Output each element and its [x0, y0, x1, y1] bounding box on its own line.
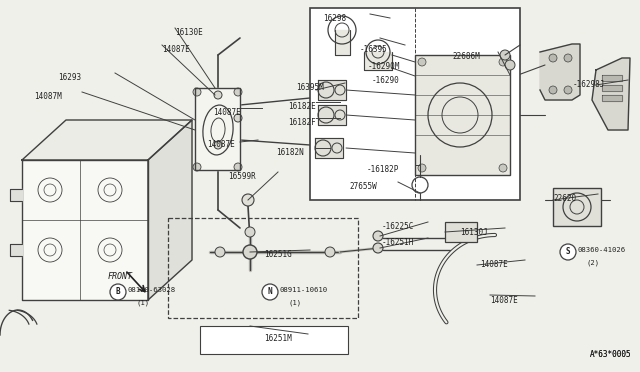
Circle shape	[564, 54, 572, 62]
Text: 16130J: 16130J	[460, 228, 488, 237]
Text: S: S	[566, 247, 570, 257]
Polygon shape	[315, 138, 343, 158]
Text: FRONT: FRONT	[108, 272, 133, 281]
Bar	[310, 8, 520, 200]
Polygon shape	[364, 52, 392, 70]
Circle shape	[193, 88, 201, 96]
Circle shape	[418, 58, 426, 66]
Polygon shape	[592, 58, 630, 130]
Circle shape	[499, 164, 507, 172]
Polygon shape	[10, 189, 22, 201]
Text: -16298J: -16298J	[573, 80, 605, 89]
Circle shape	[243, 245, 257, 259]
Text: 14087E: 14087E	[480, 260, 508, 269]
Text: 08120-63028: 08120-63028	[128, 287, 176, 293]
Text: 22686M: 22686M	[452, 52, 480, 61]
Bar	[553, 188, 601, 226]
Text: -16225C: -16225C	[382, 222, 414, 231]
Text: -16290: -16290	[372, 76, 400, 85]
Circle shape	[373, 231, 383, 241]
Polygon shape	[22, 120, 192, 160]
Polygon shape	[195, 88, 240, 170]
Text: 14087E: 14087E	[207, 140, 235, 149]
Polygon shape	[602, 95, 622, 101]
Polygon shape	[335, 30, 350, 55]
Circle shape	[560, 244, 576, 260]
Text: 16395M: 16395M	[296, 83, 324, 92]
Text: 16182F: 16182F	[288, 118, 316, 127]
Circle shape	[373, 243, 383, 253]
Circle shape	[215, 247, 225, 257]
Text: (1): (1)	[136, 300, 149, 307]
Circle shape	[242, 194, 254, 206]
Text: A*63*0005: A*63*0005	[590, 350, 632, 359]
Polygon shape	[22, 160, 148, 300]
Text: -16395: -16395	[360, 45, 388, 54]
Circle shape	[262, 284, 278, 300]
Bar	[200, 326, 348, 354]
Circle shape	[245, 227, 255, 237]
Polygon shape	[318, 105, 346, 125]
Text: -16251H: -16251H	[382, 238, 414, 247]
Polygon shape	[540, 44, 580, 100]
Circle shape	[549, 86, 557, 94]
Text: 16251G: 16251G	[264, 250, 292, 259]
Circle shape	[325, 247, 335, 257]
Polygon shape	[602, 85, 622, 91]
Text: 14087E: 14087E	[490, 296, 518, 305]
Text: -16182P: -16182P	[367, 165, 399, 174]
Text: 16182N: 16182N	[276, 148, 304, 157]
Circle shape	[214, 141, 222, 149]
Circle shape	[234, 114, 242, 122]
Text: 16130E: 16130E	[175, 28, 203, 37]
Circle shape	[418, 164, 426, 172]
Circle shape	[564, 86, 572, 94]
Bar	[445, 222, 477, 242]
Text: 16293: 16293	[58, 73, 81, 82]
Text: 14087M: 14087M	[34, 92, 61, 101]
Text: B: B	[116, 288, 120, 296]
Text: 08911-10610: 08911-10610	[280, 287, 328, 293]
Circle shape	[500, 50, 510, 60]
Text: 16599R: 16599R	[228, 172, 256, 181]
Circle shape	[549, 54, 557, 62]
Polygon shape	[318, 80, 346, 100]
Text: 14087E: 14087E	[162, 45, 189, 54]
Circle shape	[110, 284, 126, 300]
Text: -16290M: -16290M	[368, 62, 401, 71]
Text: 16251M: 16251M	[264, 334, 292, 343]
Text: (2): (2)	[586, 260, 599, 266]
Text: 27655W: 27655W	[349, 182, 377, 191]
Circle shape	[214, 91, 222, 99]
Text: 14087E: 14087E	[213, 108, 241, 117]
Polygon shape	[10, 244, 22, 256]
Circle shape	[234, 163, 242, 171]
Bar	[168, 218, 358, 318]
Text: 16182E: 16182E	[288, 102, 316, 111]
Circle shape	[234, 88, 242, 96]
Polygon shape	[148, 120, 192, 300]
Text: 22620: 22620	[553, 194, 576, 203]
Text: N: N	[268, 288, 272, 296]
Circle shape	[499, 58, 507, 66]
Polygon shape	[602, 75, 622, 81]
Circle shape	[193, 163, 201, 171]
Bar	[415, 55, 510, 175]
Text: (1): (1)	[288, 300, 301, 307]
Text: A*63*0005: A*63*0005	[590, 350, 632, 359]
Text: 08360-41026: 08360-41026	[578, 247, 626, 253]
Circle shape	[505, 60, 515, 70]
Text: 16298: 16298	[323, 14, 346, 23]
